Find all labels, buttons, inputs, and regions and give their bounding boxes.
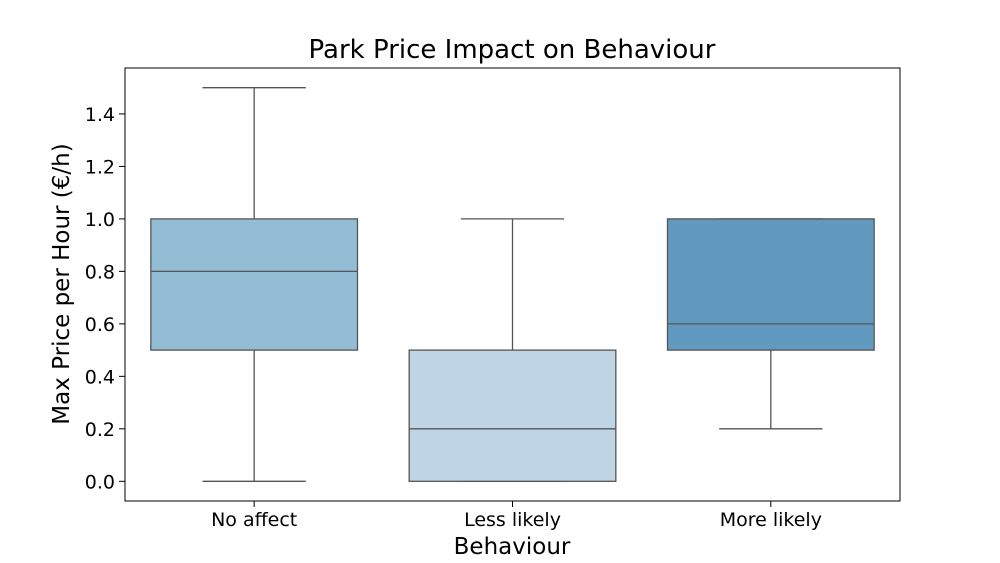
box-body — [150, 218, 359, 351]
box-body — [408, 349, 617, 482]
x-axis-label: Behaviour — [454, 534, 571, 560]
plot-area — [150, 87, 875, 482]
y-tick-label: 0.8 — [85, 261, 115, 283]
y-tick-label: 1.2 — [85, 156, 115, 178]
x-tick-label: More likely — [720, 509, 822, 531]
y-tick-label: 1.0 — [85, 209, 115, 231]
y-tick-label: 0.0 — [85, 471, 115, 493]
x-tick-label: Less likely — [464, 509, 561, 531]
y-axis-label: Max Price per Hour (€/h) — [49, 143, 75, 424]
y-tick-label: 0.2 — [85, 419, 115, 441]
x-tick-label: No affect — [211, 509, 297, 531]
y-tick-label: 1.4 — [85, 104, 115, 126]
box-body — [666, 218, 875, 351]
box-less-likely — [408, 218, 617, 482]
y-tick-label: 0.6 — [85, 314, 115, 336]
x-axis-ticks: No affect Less likely More likely — [211, 501, 822, 531]
y-tick-label: 0.4 — [85, 366, 115, 388]
chart-title: Park Price Impact on Behaviour — [309, 35, 716, 65]
box-no-affect — [150, 87, 359, 482]
plot-frame — [124, 67, 901, 502]
y-axis-ticks: 0.0 0.2 0.4 0.6 0.8 1.0 1.2 1.4 — [85, 104, 125, 493]
box-more-likely — [666, 218, 875, 430]
